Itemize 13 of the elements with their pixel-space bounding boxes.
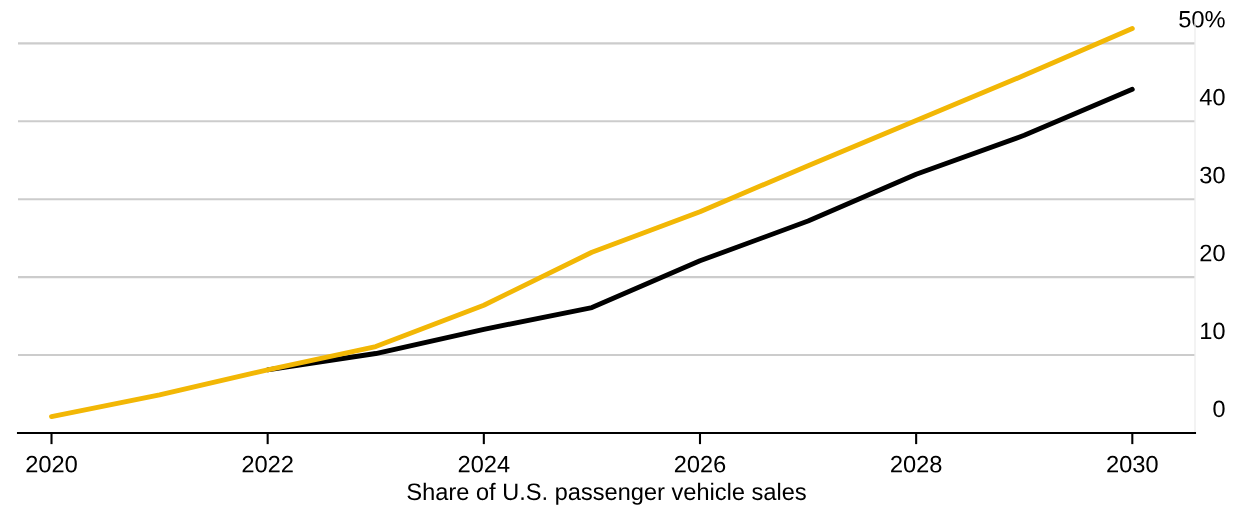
x-tick-label: 2028 <box>891 455 942 473</box>
y-tick-label: 10 <box>1201 322 1225 340</box>
y-tick-label: 30 <box>1200 166 1225 184</box>
x-tick-label: 2026 <box>674 455 726 473</box>
y-tick-label: 40 <box>1199 88 1225 106</box>
y-tick-label: 50% <box>1179 10 1225 28</box>
x-tick-label: 2022 <box>242 455 293 473</box>
y-tick-label: 0 <box>1213 400 1225 418</box>
x-tick-label: 2024 <box>458 455 510 473</box>
x-axis-title: Share of U.S. passenger vehicle sales <box>407 482 806 505</box>
y-tick-label: 20 <box>1200 244 1225 262</box>
x-tick-label: 2020 <box>26 455 77 473</box>
x-tick-label: 2030 <box>1107 455 1158 473</box>
